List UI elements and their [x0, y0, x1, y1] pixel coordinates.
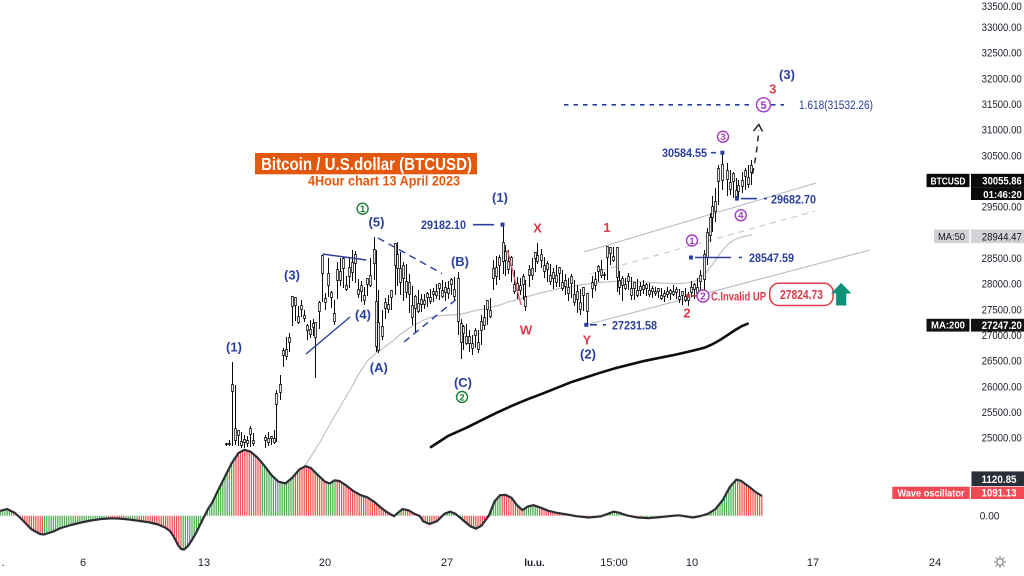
- svg-text:(3): (3): [284, 268, 300, 283]
- svg-text:29682.70: 29682.70: [771, 192, 816, 206]
- svg-text:MA:50: MA:50: [938, 231, 965, 243]
- svg-text:(B): (B): [451, 254, 469, 269]
- svg-text:(4): (4): [355, 307, 371, 322]
- svg-text:01:46:20: 01:46:20: [983, 189, 1022, 201]
- svg-text:lu.u.: lu.u.: [524, 558, 545, 569]
- svg-text:27000.00: 27000.00: [982, 330, 1022, 342]
- svg-text:X: X: [533, 221, 542, 236]
- svg-text:32500.00: 32500.00: [982, 48, 1022, 60]
- svg-text:26000.00: 26000.00: [982, 381, 1022, 393]
- svg-text:1: 1: [360, 204, 366, 215]
- svg-text:15:00: 15:00: [600, 557, 628, 569]
- svg-text:1.618(31532.26): 1.618(31532.26): [799, 100, 873, 112]
- svg-text:29500.00: 29500.00: [982, 202, 1022, 214]
- svg-text:27500.00: 27500.00: [982, 304, 1022, 316]
- svg-text:4Hour chart 13 April 2023: 4Hour chart 13 April 2023: [308, 173, 460, 189]
- svg-text:MA:200: MA:200: [931, 320, 965, 332]
- svg-text:1091.13: 1091.13: [982, 488, 1017, 500]
- svg-text:4: 4: [738, 211, 744, 222]
- svg-text:W: W: [520, 323, 533, 338]
- svg-text:25500.00: 25500.00: [982, 407, 1022, 419]
- svg-text:(3): (3): [779, 67, 795, 82]
- svg-text:27: 27: [441, 557, 453, 569]
- svg-text:Wave oscillator: Wave oscillator: [898, 487, 965, 499]
- svg-text:33000.00: 33000.00: [982, 22, 1022, 34]
- svg-text:6: 6: [80, 557, 86, 569]
- svg-text:24: 24: [929, 557, 941, 569]
- svg-text:28547.59: 28547.59: [749, 251, 794, 265]
- svg-text:BTCUSD: BTCUSD: [931, 175, 966, 187]
- svg-text:28000.00: 28000.00: [982, 279, 1022, 291]
- svg-text:.: .: [1, 557, 4, 569]
- svg-text:28500.00: 28500.00: [982, 253, 1022, 265]
- svg-text:27247.20: 27247.20: [982, 320, 1022, 332]
- svg-text:10: 10: [686, 557, 698, 569]
- svg-text:32000.00: 32000.00: [982, 73, 1022, 85]
- svg-text:0.00: 0.00: [980, 511, 1000, 523]
- svg-text:31500.00: 31500.00: [982, 99, 1022, 111]
- svg-text:27824.73: 27824.73: [780, 288, 823, 302]
- svg-text:30584.55: 30584.55: [662, 146, 707, 160]
- svg-text:(1): (1): [492, 190, 508, 205]
- svg-text:25000.00: 25000.00: [982, 433, 1022, 445]
- svg-text:1120.85: 1120.85: [982, 474, 1017, 486]
- svg-text:33500.00: 33500.00: [982, 1, 1022, 13]
- svg-text:27231.58: 27231.58: [612, 318, 657, 332]
- svg-text:3: 3: [720, 132, 725, 143]
- svg-text:2: 2: [700, 292, 706, 303]
- svg-text:28944.47: 28944.47: [982, 231, 1022, 243]
- svg-text:2: 2: [683, 306, 690, 321]
- svg-text:(A): (A): [370, 360, 388, 375]
- svg-text:30500.00: 30500.00: [982, 150, 1022, 162]
- svg-text:3: 3: [769, 81, 776, 96]
- svg-text:5: 5: [760, 100, 766, 112]
- svg-text:Bitcoin / U.S.dollar (BTCUSD): Bitcoin / U.S.dollar (BTCUSD): [261, 154, 472, 174]
- svg-text:2: 2: [459, 392, 464, 403]
- svg-text:29182.10: 29182.10: [421, 218, 466, 232]
- svg-text:(C): (C): [454, 375, 472, 390]
- svg-text:31000.00: 31000.00: [982, 125, 1022, 137]
- svg-text:(2): (2): [580, 347, 596, 362]
- svg-text:1: 1: [603, 220, 610, 235]
- svg-text:(1): (1): [226, 340, 242, 355]
- svg-text:C.Invalid UP: C.Invalid UP: [711, 290, 766, 304]
- svg-text:26500.00: 26500.00: [982, 356, 1022, 368]
- svg-text:17: 17: [807, 557, 819, 569]
- svg-text:1: 1: [689, 236, 695, 247]
- svg-text:20: 20: [319, 557, 331, 569]
- svg-text:30055.86: 30055.86: [982, 176, 1022, 188]
- svg-text:(5): (5): [369, 215, 385, 230]
- svg-text:Y: Y: [583, 333, 592, 348]
- svg-text:13: 13: [198, 557, 210, 569]
